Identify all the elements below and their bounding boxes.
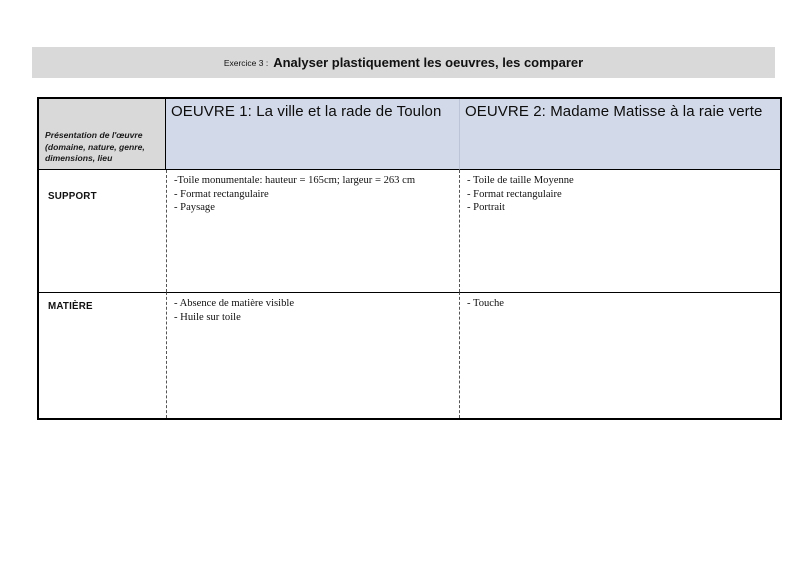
cell-support-oeuvre2: - Toile de taille Moyenne - Format recta… — [459, 170, 780, 292]
row-label-matiere: MATIÈRE — [39, 292, 166, 418]
list-item: - Touche — [467, 298, 505, 309]
corner-header-text: Présentation de l'œuvre (domaine, nature… — [45, 130, 145, 164]
column-header-oeuvre2: OEUVRE 2: Madame Matisse à la raie verte — [459, 99, 780, 170]
cell-matiere-oeuvre2: - Touche — [459, 292, 780, 418]
corner-header-cell: Présentation de l'œuvre (domaine, nature… — [39, 99, 166, 170]
list-item: - Huile sur toile — [174, 311, 241, 323]
list-item: - Toile de taille Moyenne — [467, 175, 574, 186]
exercise-number-label: Exercice 3 : — [223, 57, 269, 68]
column-header-oeuvre1: OEUVRE 1: La ville et la rade de Toulon — [166, 99, 459, 170]
exercise-title-bar: Exercice 3 : Analyser plastiquement les … — [32, 47, 775, 78]
list-item: - Format rectangulaire — [467, 188, 562, 200]
list-item: - Format rectangulaire — [174, 188, 269, 200]
list-item: - Absence de matière visible — [174, 298, 295, 309]
comparison-table: Présentation de l'œuvre (domaine, nature… — [37, 97, 782, 420]
cell-support-oeuvre1: -Toile monumentale: hauteur = 165cm; lar… — [166, 170, 459, 292]
exercise-title: Analyser plastiquement les oeuvres, les … — [273, 55, 584, 70]
cell-matiere-oeuvre1: - Absence de matière visible - Huile sur… — [166, 292, 459, 418]
list-item: - Paysage — [174, 202, 215, 214]
list-item: - Portrait — [467, 202, 505, 214]
list-item: -Toile monumentale: hauteur = 165cm; lar… — [174, 175, 416, 186]
row-label-support: SUPPORT — [48, 191, 97, 202]
